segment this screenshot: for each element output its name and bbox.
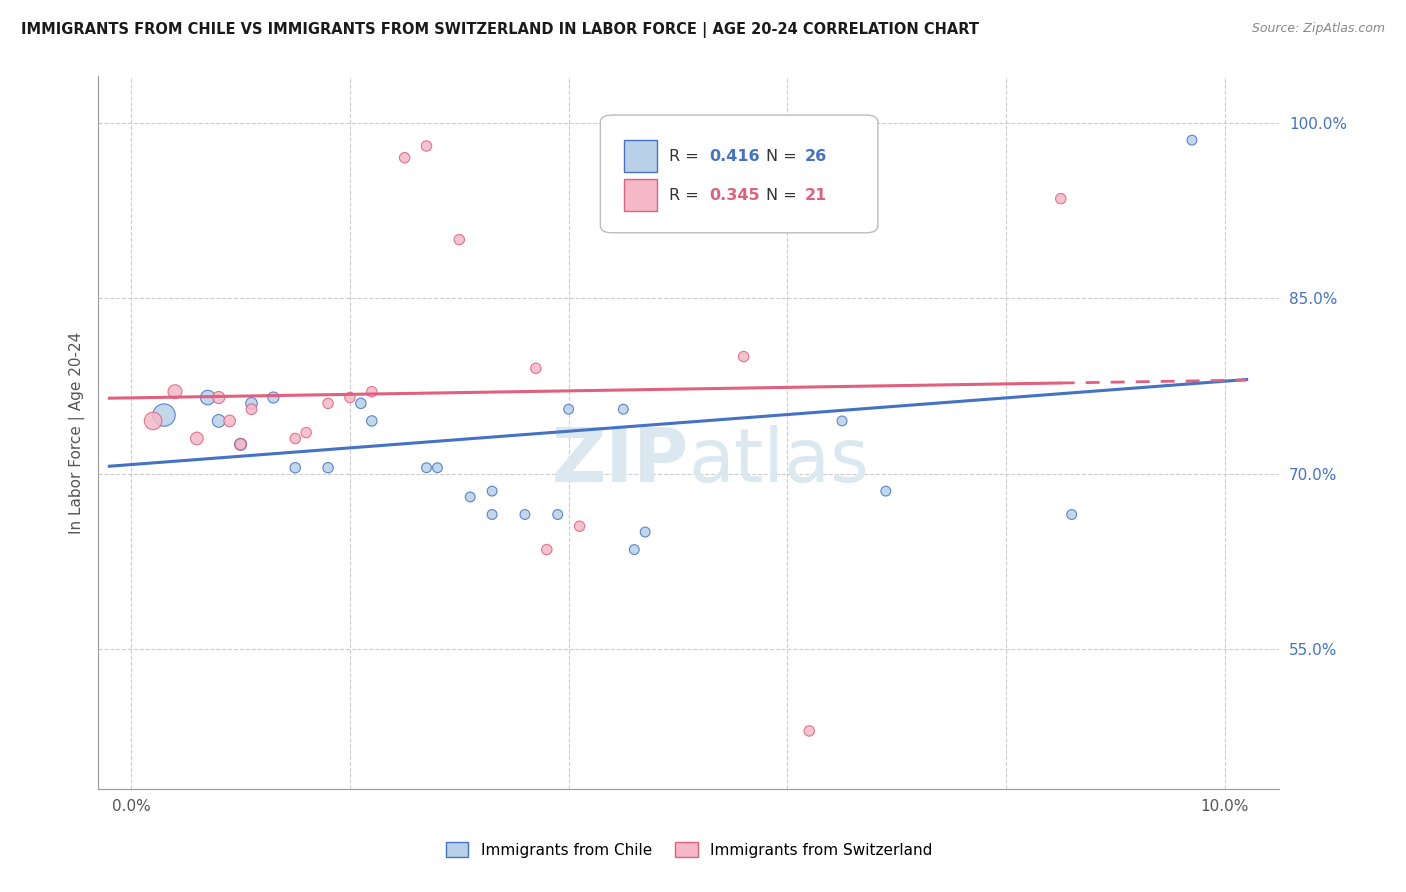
Legend: Immigrants from Chile, Immigrants from Switzerland: Immigrants from Chile, Immigrants from S… [440,836,938,863]
Point [208,391,231,405]
Text: atlas: atlas [689,425,870,498]
Text: ZIP: ZIP [551,425,689,498]
Bar [624,140,657,172]
Point [831,414,853,428]
Point [536,542,558,557]
Point [295,425,318,440]
Point [524,361,547,376]
FancyBboxPatch shape [600,115,877,233]
Point [284,432,307,446]
Text: 26: 26 [804,149,827,164]
Point [339,391,361,405]
Point [513,508,536,522]
Text: R =: R = [669,149,704,164]
Point [612,402,634,417]
Text: N =: N = [766,149,801,164]
Point [1060,508,1083,522]
Point [799,723,821,738]
Point [186,432,208,446]
Point [316,460,339,475]
Point [350,396,373,410]
Text: 0.345: 0.345 [709,188,759,203]
Point [240,402,263,417]
Point [458,490,481,504]
Point [426,460,449,475]
Text: 21: 21 [804,188,827,203]
Point [415,139,437,153]
Text: N =: N = [766,188,801,203]
Y-axis label: In Labor Force | Age 20-24: In Labor Force | Age 20-24 [69,332,84,533]
Point [284,460,307,475]
Point [360,414,382,428]
Text: IMMIGRANTS FROM CHILE VS IMMIGRANTS FROM SWITZERLAND IN LABOR FORCE | AGE 20-24 : IMMIGRANTS FROM CHILE VS IMMIGRANTS FROM… [21,22,979,38]
Point [229,437,252,451]
Point [262,391,284,405]
Point [547,508,569,522]
Point [415,460,437,475]
Point [557,402,579,417]
Point [208,414,231,428]
Bar [624,179,657,211]
Point [481,508,503,522]
Point [394,151,416,165]
Point [645,151,668,165]
Point [163,384,186,399]
Point [316,396,339,410]
Point [481,484,503,499]
Point [142,414,165,428]
Point [218,414,240,428]
Point [634,524,657,539]
Point [360,384,382,399]
Text: 0.416: 0.416 [709,149,759,164]
Point [449,233,471,247]
Point [733,350,755,364]
Point [153,408,176,422]
Point [229,437,252,451]
Point [197,391,219,405]
Point [568,519,591,533]
Text: R =: R = [669,188,704,203]
Text: Source: ZipAtlas.com: Source: ZipAtlas.com [1251,22,1385,36]
Point [1049,192,1071,206]
Point [875,484,897,499]
Point [1181,133,1204,147]
Point [623,542,645,557]
Point [240,396,263,410]
